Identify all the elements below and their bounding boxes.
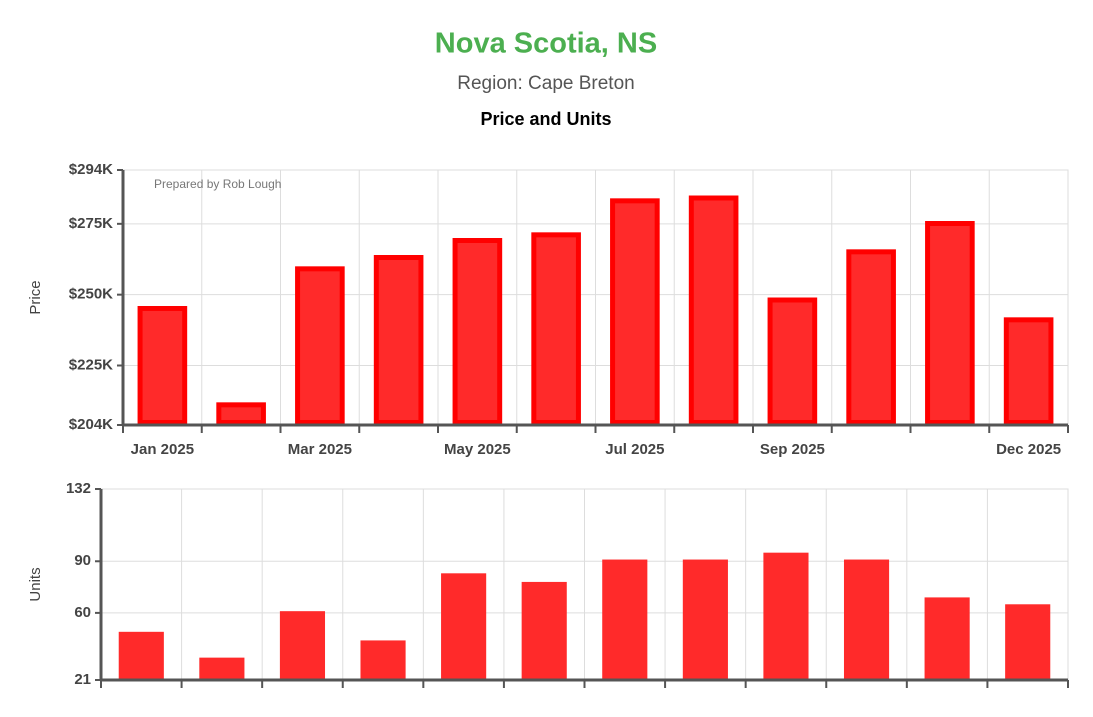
bar xyxy=(373,255,424,425)
y-axis-label: Price xyxy=(27,280,44,314)
bar xyxy=(610,198,660,425)
heading: Price and Units xyxy=(480,109,611,129)
bar xyxy=(531,232,581,425)
bar xyxy=(452,238,503,425)
bar xyxy=(216,402,266,426)
bar xyxy=(441,573,487,680)
bar xyxy=(521,581,567,680)
bar xyxy=(279,611,326,680)
bar xyxy=(118,631,164,680)
bar xyxy=(767,297,818,425)
bar xyxy=(360,640,406,680)
bar xyxy=(843,559,890,680)
title: Nova Scotia, NS xyxy=(435,28,657,60)
x-tick-label: Dec 2025 xyxy=(996,441,1061,458)
x-tick-label: May 2025 xyxy=(444,441,511,458)
annotation: Prepared by Rob Lough xyxy=(154,177,281,191)
bar xyxy=(682,559,728,680)
bar xyxy=(763,552,809,680)
bar xyxy=(199,657,245,680)
y-tick-label: $294K xyxy=(69,161,113,178)
bar xyxy=(295,266,345,426)
bar xyxy=(688,195,739,425)
x-tick-label: Mar 2025 xyxy=(288,441,352,458)
y-tick-label: $204K xyxy=(69,416,113,433)
bar xyxy=(137,306,188,425)
y-tick-label: $275K xyxy=(69,215,113,232)
y-tick-label: 21 xyxy=(74,671,91,688)
bar xyxy=(1003,317,1054,426)
y-tick-label: 90 xyxy=(74,552,91,569)
y-tick-label: $225K xyxy=(69,356,113,373)
bar xyxy=(925,221,975,425)
x-tick-label: Jul 2025 xyxy=(605,441,664,458)
y-tick-label: 60 xyxy=(74,604,91,621)
y-tick-label: $250K xyxy=(69,286,113,303)
x-tick-label: Sep 2025 xyxy=(760,441,825,458)
bar xyxy=(846,249,896,425)
bar xyxy=(924,597,970,680)
bar xyxy=(602,559,648,680)
bar xyxy=(1005,604,1051,680)
y-tick-label: 132 xyxy=(66,480,91,497)
subtitle: Region: Cape Breton xyxy=(457,73,634,94)
x-tick-label: Jan 2025 xyxy=(131,441,194,458)
y-axis-label: Units xyxy=(27,567,44,601)
